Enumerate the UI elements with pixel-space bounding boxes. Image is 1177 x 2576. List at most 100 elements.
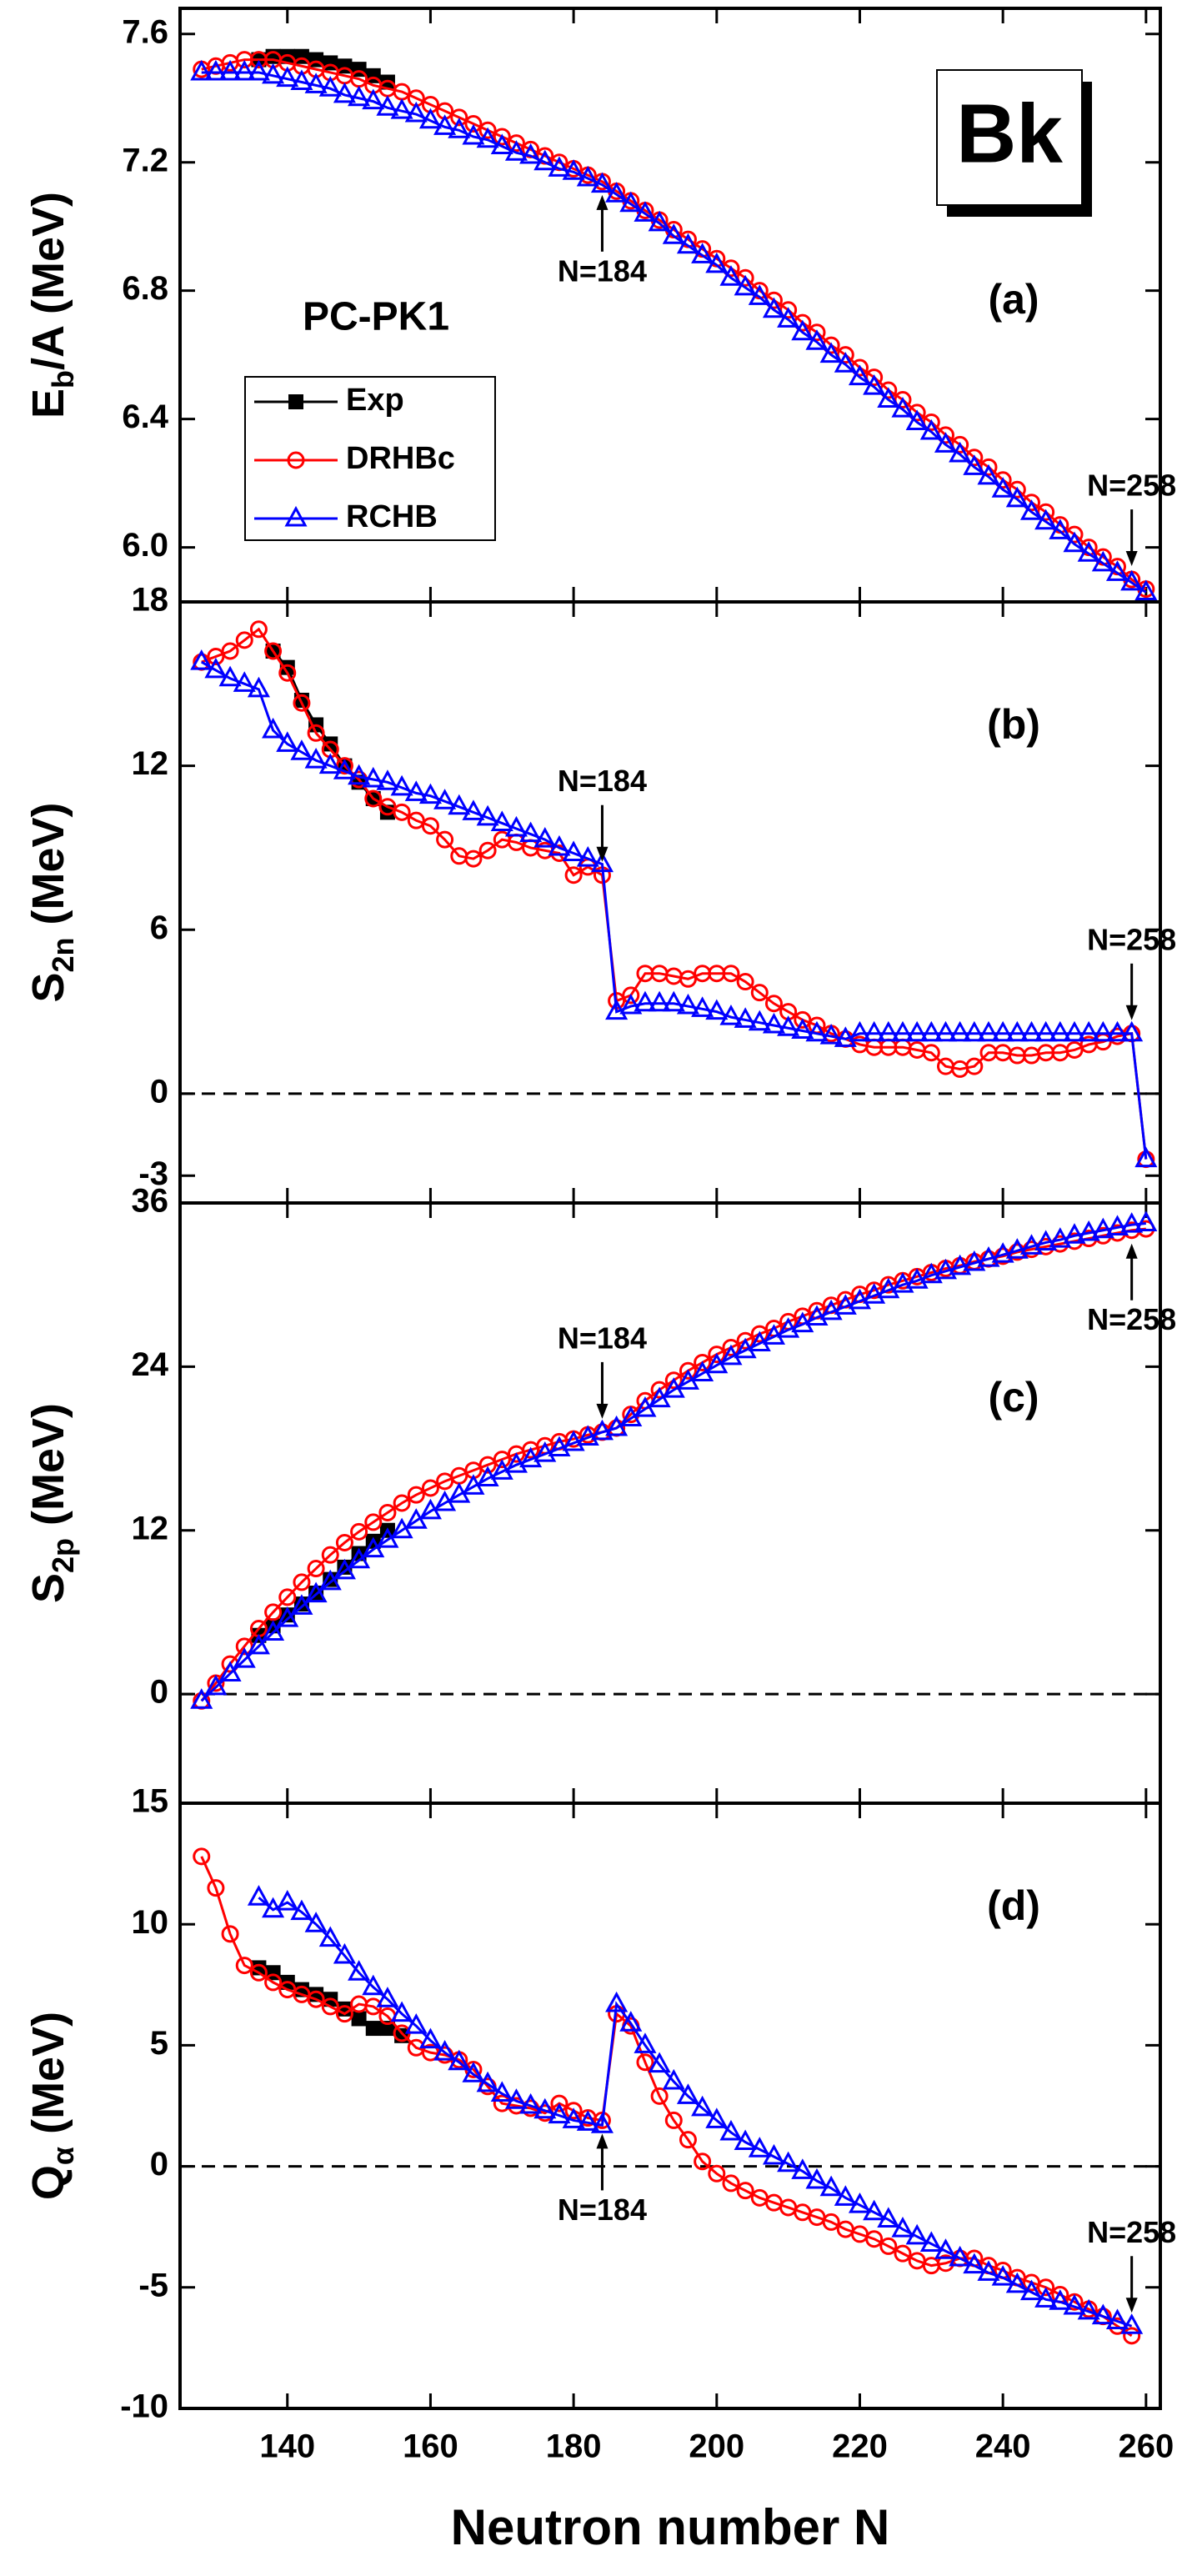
rchb-marker [791,319,814,341]
arrow-head [596,846,609,862]
drhbc-marker [722,965,740,983]
rchb-marker [1034,2287,1058,2308]
rchb-marker [676,233,699,254]
arrow-head [1125,1005,1138,1020]
rchb-marker [490,810,513,831]
panel-label: (a) [988,276,1039,323]
rchb-marker [404,2013,428,2034]
rchb-marker [504,815,528,837]
drhbc-marker [278,1588,297,1606]
rchb-marker [877,1277,900,1299]
arrow-head [1125,1243,1138,1259]
exp-marker [279,659,295,675]
drhbc-marker [894,2244,912,2263]
rchb-marker [705,2107,729,2128]
rchb-marker [863,1283,886,1304]
rchb-marker [662,990,685,1012]
series-line [201,627,1148,1160]
rchb-marker [318,753,342,774]
panel-frame [178,600,1162,1205]
rchb-marker [1049,519,1072,539]
rchb-marker [418,2027,442,2049]
rchb-marker [304,747,328,769]
rchb-marker [748,284,771,305]
y-tick-label: 0 [150,2146,168,2183]
arrow-head [1125,551,1138,567]
rchb-marker [662,2068,685,2090]
drhbc-marker [264,642,283,660]
rchb-marker [963,1250,986,1271]
drhbc-marker [708,2164,726,2183]
drhbc-marker [393,803,411,821]
x-tick-label: 140 [259,2428,315,2465]
rchb-marker [448,794,471,815]
rchb-marker [634,201,657,222]
rchb-marker [1034,1230,1058,1250]
drhbc-marker [694,1353,712,1371]
drhbc-marker [622,986,640,1005]
drhbc-marker [736,973,754,991]
rchb-marker [276,1889,299,1911]
y-tick-label: 12 [132,745,169,782]
drhbc-marker [307,1560,325,1578]
drhbc-marker [235,631,253,649]
rchb-marker [1077,1220,1100,1241]
drhbc-marker [1123,2327,1141,2345]
rchb-marker [433,114,457,135]
rchb-marker [418,108,442,129]
rchb-marker [276,66,299,88]
rchb-marker [777,2151,800,2173]
exp-marker [351,2011,367,2027]
y-axis-label: S2n (MeV) [23,802,79,1002]
drhbc-marker [393,1494,411,1512]
rchb-marker [1034,1020,1058,1042]
y-tick-label: 7.6 [122,13,168,50]
drhbc-marker [307,1990,325,2008]
rchb-marker [819,1299,843,1321]
drhbc-marker [221,642,239,660]
rchb-marker [448,118,471,138]
drhbc-marker [249,620,268,639]
exp-marker [379,2021,395,2037]
drhbc-marker [736,2182,754,2200]
exp-marker [323,736,338,752]
drhbc-marker [193,1847,211,1866]
rchb-marker [348,764,371,785]
x-tick-label: 260 [1118,2428,1174,2465]
rchb-marker [848,1288,872,1310]
rchb-marker [919,1020,943,1042]
drhbc-marker [264,1973,283,1992]
rchb-marker [204,1674,228,1696]
rchb-marker [290,1594,313,1615]
drhbc-marker [736,1331,754,1350]
rchb-marker [290,69,313,91]
rchb-marker [304,1912,328,1932]
y-axis-label: S2p (MeV) [23,1403,79,1603]
x-tick-label: 240 [975,2428,1031,2465]
rchb-marker [262,1620,285,1641]
rchb-marker [891,1020,914,1042]
rchb-marker [949,2245,972,2267]
rchb-marker [304,1581,328,1603]
rchb-marker [762,297,786,318]
rchb-marker [348,85,371,107]
rchb-marker [548,1436,571,1457]
rchb-marker [390,98,413,119]
rchb-marker [977,1245,1000,1267]
rchb-marker [834,1026,857,1047]
drhbc-marker [764,995,783,1013]
rchb-marker [1105,1215,1129,1235]
x-tick-label: 180 [546,2428,602,2465]
rchb-marker [533,1441,557,1462]
drhbc-marker [293,694,311,712]
rchb-marker [634,990,657,1012]
rchb-marker [233,59,256,81]
rchb-marker [247,1885,270,1906]
drhbc-marker [664,2111,683,2129]
rchb-marker [1134,579,1158,600]
panel-frame [178,1802,1162,2410]
rchb-marker [719,2119,743,2141]
drhbc-marker [335,1533,353,1551]
rchb-marker [1049,2289,1072,2310]
